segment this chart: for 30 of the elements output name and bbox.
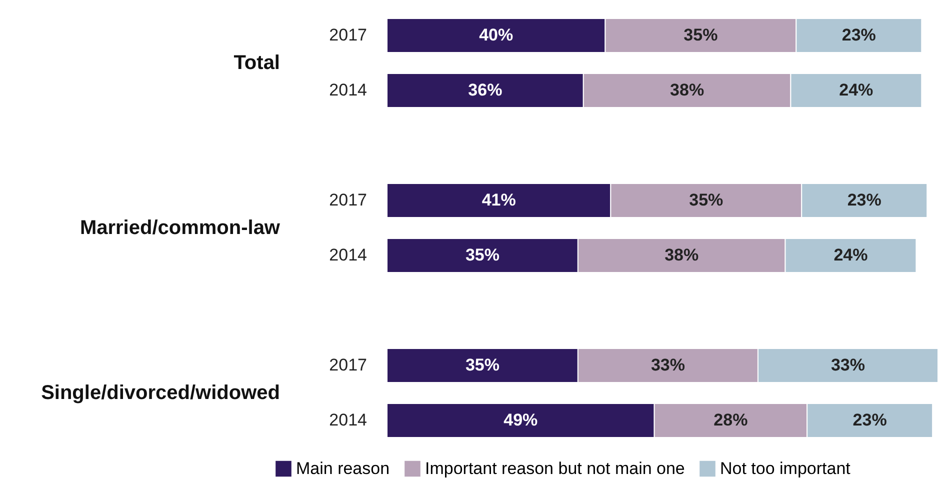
legend-label: Not too important: [720, 458, 851, 478]
data-label: 36%: [468, 80, 502, 100]
data-label: 28%: [714, 410, 748, 430]
data-label: 33%: [650, 356, 685, 374]
text: Single/divorced/widowed: [41, 382, 280, 404]
data-label: 33%: [830, 356, 865, 374]
y-tick-label: 2017: [329, 190, 367, 210]
y-tick-label: 2017: [329, 356, 367, 374]
y-tick-label: 2014: [329, 410, 367, 430]
data-label: 24%: [834, 246, 868, 264]
data-label: 38%: [664, 246, 699, 264]
y-tick-label: 2014: [329, 80, 367, 100]
data-label: 41%: [482, 190, 516, 210]
y-tick-label: 2017: [329, 26, 367, 44]
y-tick-label: 2014: [329, 246, 367, 264]
text: Married/common-law: [80, 217, 280, 239]
data-label: 49%: [504, 410, 538, 430]
data-label: 24%: [839, 80, 874, 100]
data-label: 35%: [465, 246, 500, 264]
legend-label: Main reason: [296, 458, 390, 478]
data-label: 38%: [670, 80, 704, 100]
data-label: 35%: [684, 26, 718, 44]
data-label: 35%: [689, 190, 724, 210]
data-label: 35%: [465, 356, 500, 374]
data-label: 23%: [847, 190, 882, 210]
data-label: 23%: [842, 26, 876, 44]
text: Total: [234, 52, 280, 74]
data-label: 23%: [852, 410, 887, 430]
legend-label: Important reason but not main one: [425, 458, 685, 478]
data-label: 40%: [479, 26, 514, 44]
